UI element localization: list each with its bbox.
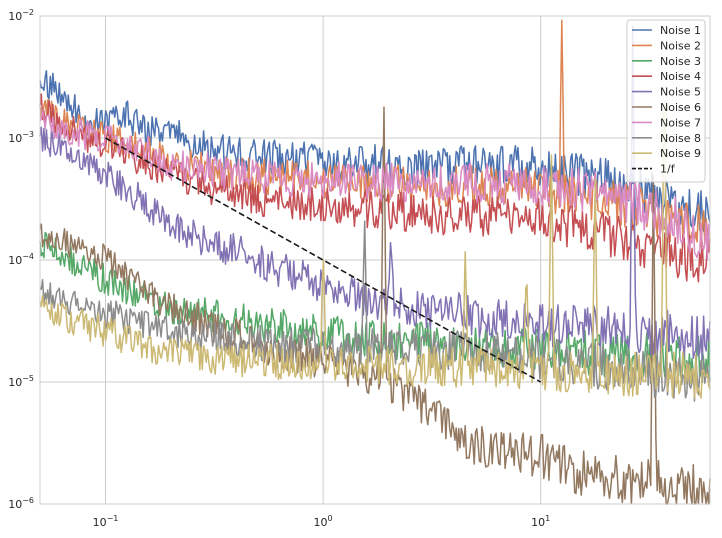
series-line-noise-7 (39, 109, 711, 261)
legend-label-noise-7: Noise 7 (660, 116, 701, 129)
legend-label-noise-5: Noise 5 (660, 86, 701, 99)
series-line-noise-8 (39, 220, 711, 402)
legend-label-noise-4: Noise 4 (660, 70, 701, 83)
y-tick-label: 10−4 (8, 252, 34, 267)
y-tick-label: 10−6 (8, 496, 34, 511)
legend-label-noise-8: Noise 8 (660, 132, 701, 145)
y-tick-label: 10−5 (8, 374, 34, 389)
legend-label-1-f: 1/f (660, 163, 676, 176)
series-line-1-f (105, 137, 542, 383)
legend-label-noise-6: Noise 6 (660, 101, 701, 114)
legend-label-noise-2: Noise 2 (660, 39, 701, 52)
plot-frame (39, 15, 711, 505)
legend-label-noise-1: Noise 1 (660, 24, 701, 37)
series-line-noise-4 (39, 93, 711, 283)
series-line-noise-6 (39, 106, 711, 505)
x-tick-label: 100 (314, 514, 333, 529)
x-tick-label: 10−1 (93, 514, 119, 529)
y-tick-label: 10−3 (8, 130, 34, 145)
y-axis-ticks: 10−6 10−5 10−4 10−3 10−2 (8, 8, 34, 511)
legend: Noise 1 Noise 2 Noise 3 Noise 4 Noise 5 Noise… (626, 19, 706, 183)
series-line-noise-9 (39, 99, 711, 399)
x-tick-label: 101 (531, 514, 550, 529)
x-axis-ticks: 10−1 100 101 (93, 514, 551, 529)
legend-label-noise-3: Noise 3 (660, 55, 701, 68)
y-tick-label: 10−2 (8, 8, 34, 23)
plot-lines (39, 19, 711, 505)
legend-label-noise-9: Noise 9 (660, 147, 701, 160)
series-line-noise-1 (39, 69, 711, 235)
series-line-noise-2 (39, 19, 711, 248)
